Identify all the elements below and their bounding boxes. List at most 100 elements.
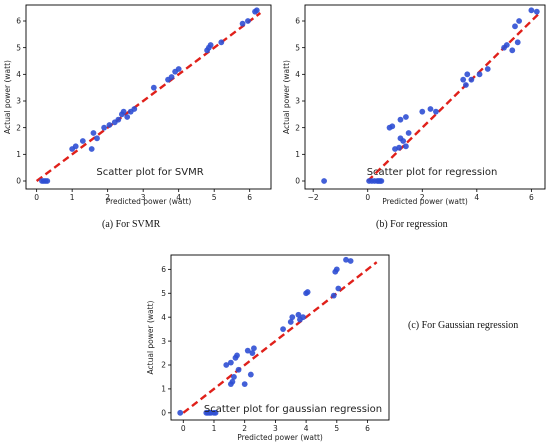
data-point xyxy=(234,352,240,359)
data-point xyxy=(253,7,260,14)
x-tick-label: 2 xyxy=(420,193,425,202)
chart-gaussian: 0 1 2 3 4 5 6 0 1 2 3 4 5 6 Scatter plot for gaussian … xyxy=(146,254,390,442)
x-tick-label: 2 xyxy=(242,424,247,433)
x-axis-label: Predicted power (watt) xyxy=(106,197,192,206)
y-tick-label: 2 xyxy=(295,123,300,132)
data-point xyxy=(239,20,246,27)
x-tick-label: 0 xyxy=(34,193,39,202)
x-tick-label: 4 xyxy=(474,193,479,202)
x-tick-label: 5 xyxy=(212,193,217,202)
data-point xyxy=(460,76,467,83)
data-point xyxy=(405,130,412,136)
plot-frame xyxy=(170,254,390,421)
y-axis-label: Actual power (watt) xyxy=(3,60,12,134)
y-tick-label: 5 xyxy=(16,43,21,52)
data-point xyxy=(321,178,327,184)
plot-frame xyxy=(304,4,546,190)
x-tick-label: −2 xyxy=(308,193,319,202)
data-point xyxy=(106,122,113,128)
y-tick-label: 5 xyxy=(295,43,300,52)
data-point xyxy=(427,106,434,112)
x-tick-label: 2 xyxy=(105,193,110,202)
data-point xyxy=(304,289,311,295)
data-point xyxy=(400,138,407,144)
y-tick-label: 2 xyxy=(161,361,166,370)
data-point xyxy=(115,116,122,123)
fit-line xyxy=(182,261,378,414)
data-point xyxy=(44,178,51,184)
caption-svmr: (a) For SVMR xyxy=(102,219,161,230)
x-tick-label: 4 xyxy=(176,193,181,202)
x-tick-label: 6 xyxy=(247,193,252,202)
x-tick-label: 6 xyxy=(529,193,534,202)
data-point xyxy=(476,71,483,78)
x-tick-label: 0 xyxy=(365,193,370,202)
data-point xyxy=(231,374,237,380)
data-point xyxy=(333,266,340,273)
y-tick-label: 3 xyxy=(16,97,21,106)
data-point xyxy=(403,114,409,120)
data-point xyxy=(514,39,521,46)
y-tick-label: 3 xyxy=(295,97,300,106)
y-axis-label: Actual power (watt) xyxy=(282,60,291,134)
y-tick-label: 6 xyxy=(161,265,166,274)
data-point xyxy=(94,135,100,142)
data-point xyxy=(101,124,108,131)
x-tick-label: 3 xyxy=(273,424,278,433)
x-tick-label: 1 xyxy=(70,193,75,202)
data-point xyxy=(468,76,475,83)
data-point xyxy=(249,350,256,356)
data-point xyxy=(124,114,131,120)
data-point xyxy=(245,18,251,24)
x-tick-label: 6 xyxy=(365,424,370,433)
data-point xyxy=(90,130,97,136)
y-tick-label: 4 xyxy=(16,70,21,79)
data-point xyxy=(512,23,518,30)
y-tick-label: 1 xyxy=(16,150,21,159)
data-point xyxy=(287,319,294,325)
data-point xyxy=(168,74,175,80)
data-point xyxy=(175,66,182,72)
data-point xyxy=(280,326,286,333)
data-point xyxy=(131,106,138,112)
data-point xyxy=(300,314,306,321)
data-point xyxy=(251,345,257,352)
data-point xyxy=(79,138,86,144)
data-point xyxy=(389,123,396,130)
caption-regression: (b) For regression xyxy=(376,219,448,230)
data-point xyxy=(227,359,234,366)
data-point xyxy=(212,409,219,416)
data-point xyxy=(378,178,385,184)
data-point xyxy=(503,42,510,48)
plot-frame xyxy=(25,4,272,190)
data-point xyxy=(120,108,127,115)
x-tick-label: 0 xyxy=(181,424,186,433)
data-point xyxy=(177,409,184,416)
data-point xyxy=(403,143,409,150)
data-point xyxy=(229,378,236,385)
fit-line xyxy=(366,12,541,182)
data-point xyxy=(516,18,522,24)
y-tick-label: 0 xyxy=(161,409,166,418)
data-point xyxy=(419,108,426,115)
data-point xyxy=(72,143,79,150)
y-tick-label: 6 xyxy=(16,17,21,26)
y-tick-label: 0 xyxy=(295,177,300,186)
x-axis-label: Predicted power (watt) xyxy=(237,433,323,442)
data-point xyxy=(335,285,342,292)
y-tick-label: 0 xyxy=(16,177,21,186)
y-tick-label: 1 xyxy=(161,385,166,394)
chart-svmr: 0 1 2 3 4 5 6 0 1 2 3 4 5 6 Scatter plot for SVMR Predi… xyxy=(3,4,272,206)
y-tick-label: 2 xyxy=(16,123,21,132)
x-tick-label: 3 xyxy=(141,193,146,202)
data-point xyxy=(88,146,95,152)
data-point xyxy=(397,116,404,123)
x-axis-label: Predicted power (watt) xyxy=(382,197,468,206)
data-point xyxy=(463,82,469,88)
data-point xyxy=(247,371,254,378)
data-point xyxy=(295,311,302,318)
data-point xyxy=(207,42,214,48)
y-tick-label: 3 xyxy=(161,337,166,346)
y-tick-label: 5 xyxy=(161,289,166,298)
